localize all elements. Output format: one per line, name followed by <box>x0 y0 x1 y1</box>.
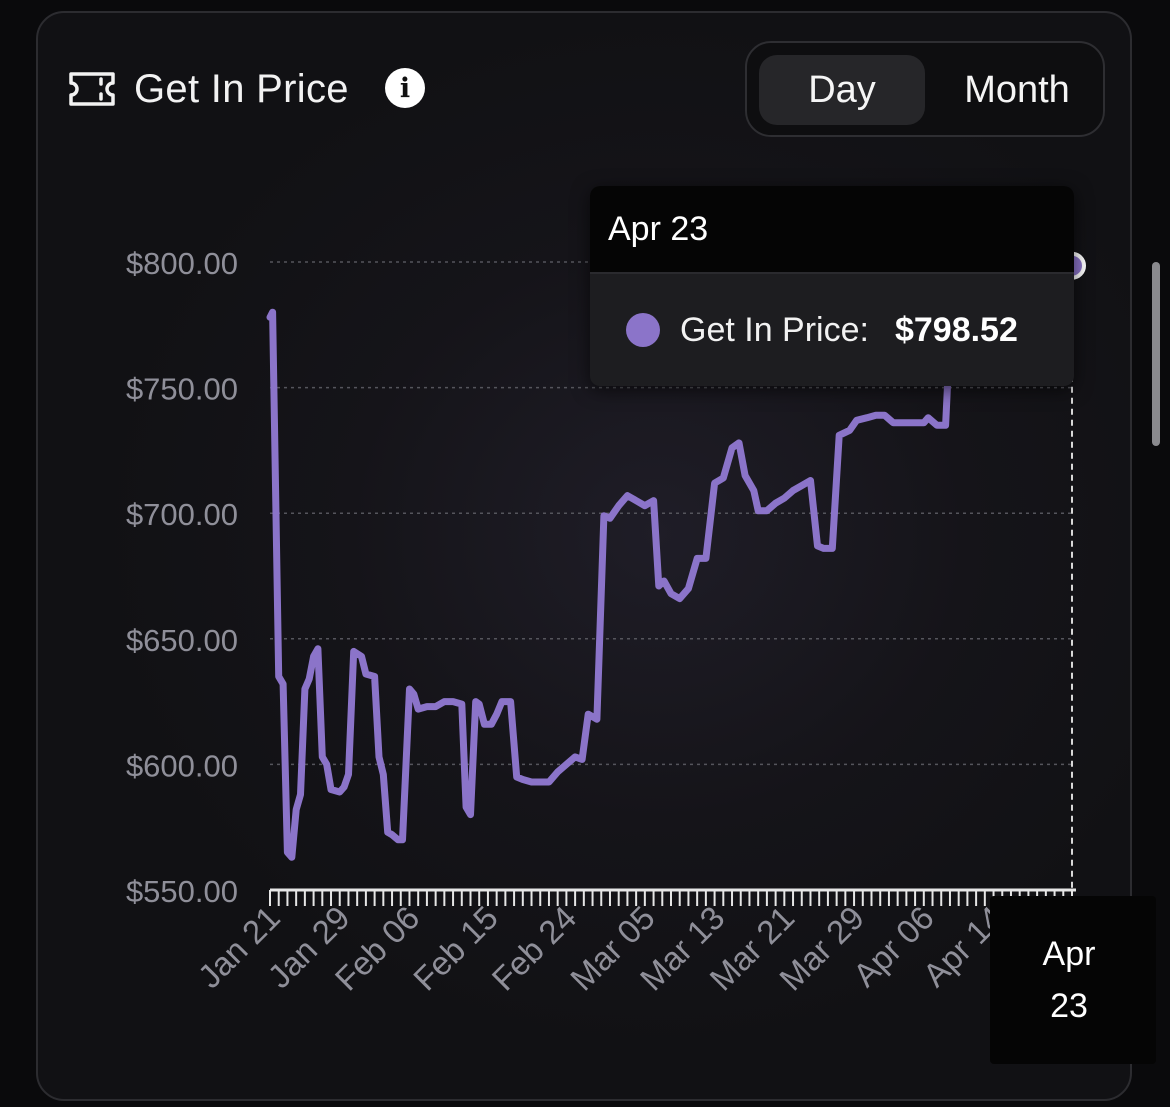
y-tick-label: $550.00 <box>126 874 238 909</box>
y-tick-label: $700.00 <box>126 497 238 532</box>
x-axis-hover-label-month: Apr <box>1042 935 1096 973</box>
period-toggle: Day Month <box>745 41 1105 137</box>
tooltip-value: $798.52 <box>894 310 1018 349</box>
y-tick-label: $600.00 <box>126 748 238 783</box>
x-axis-tick-marks <box>269 888 1076 906</box>
tooltip-series-label: Get In Price: <box>680 310 869 349</box>
chart-title: Get In Price <box>134 67 349 111</box>
month-toggle-button[interactable]: Month <box>964 68 1070 111</box>
x-tick-label: Feb 24 <box>485 899 584 998</box>
day-toggle-button[interactable]: Day <box>759 55 925 125</box>
chart-tooltip: Apr 23 Get In Price: $798.52 <box>590 186 1074 386</box>
x-axis-hover-label-day: 23 <box>1050 987 1088 1025</box>
info-icon[interactable]: i <box>385 68 425 108</box>
ticket-icon <box>69 72 115 106</box>
y-tick-label: $750.00 <box>126 372 238 407</box>
series-line-get-in-price <box>266 262 997 861</box>
y-axis-tick-labels: $800.00 $750.00 $700.00 $650.00 $600.00 $550.… <box>126 246 238 909</box>
y-tick-label: $650.00 <box>126 623 238 658</box>
tooltip-date: Apr 23 <box>590 186 1074 274</box>
y-tick-label: $800.00 <box>126 246 238 281</box>
x-tick-label: Feb 15 <box>406 899 505 998</box>
scrollbar-thumb[interactable] <box>1152 262 1160 446</box>
x-axis-hover-label: Apr 23 <box>990 896 1156 1064</box>
tooltip-row: Get In Price: $798.52 <box>590 274 1074 386</box>
series-color-dot <box>626 313 660 347</box>
